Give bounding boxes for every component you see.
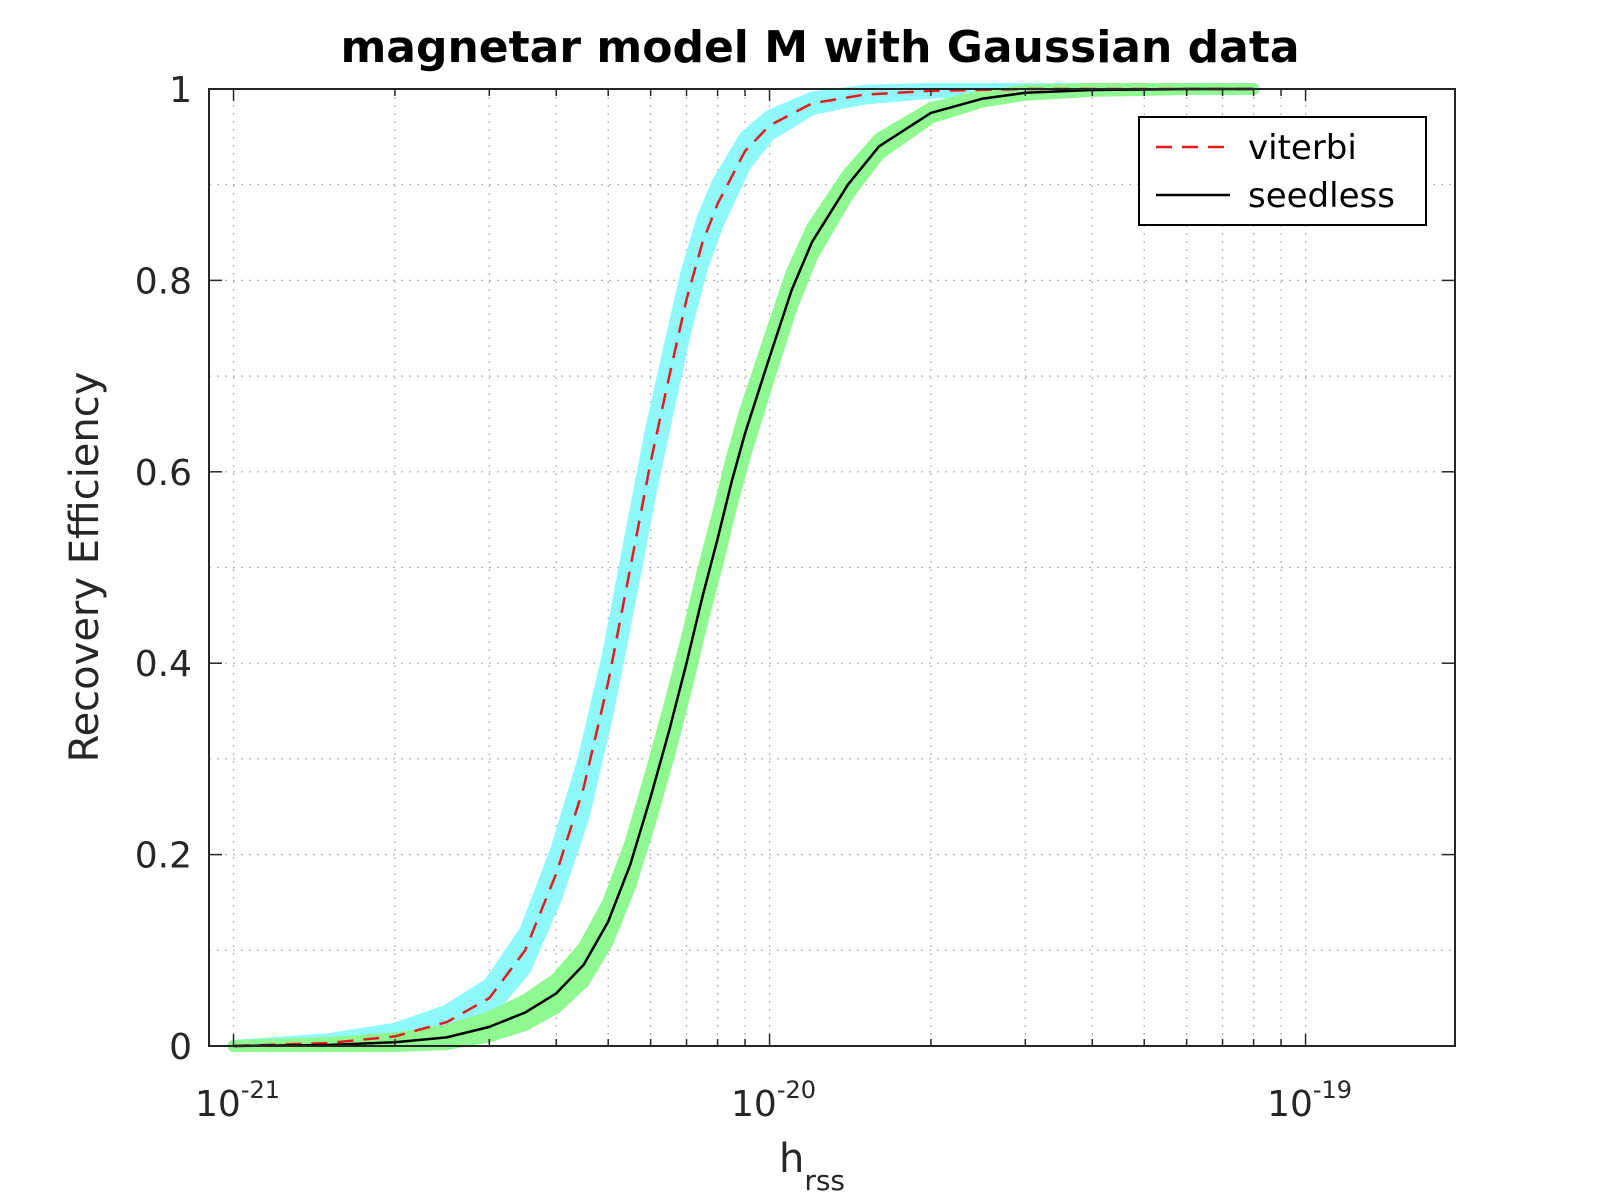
y-tick-label: 1 xyxy=(169,70,192,111)
y-tick-label: 0.8 xyxy=(135,261,192,302)
chart-title: magnetar model M with Gaussian data xyxy=(340,22,1299,73)
legend: viterbi seedless xyxy=(1138,116,1427,226)
x-axis-label: hrss xyxy=(779,1136,845,1197)
x-tick-label-exponent: -19 xyxy=(1313,1076,1352,1104)
y-tick-label: 0.4 xyxy=(135,644,192,685)
plot-area xyxy=(209,89,1455,1046)
x-axis-label-main: h xyxy=(779,1136,804,1182)
legend-label-viterbi: viterbi xyxy=(1248,128,1357,168)
x-tick-label-exponent: -20 xyxy=(777,1076,816,1104)
legend-box xyxy=(1138,116,1427,226)
y-tick-label: 0.2 xyxy=(135,836,192,877)
x-tick-label: 10-21 xyxy=(195,1076,280,1125)
x-tick-label-base: 10 xyxy=(731,1084,777,1125)
x-tick-label-base: 10 xyxy=(1267,1084,1313,1125)
x-tick-label-exponent: -21 xyxy=(241,1076,280,1104)
x-tick-label-base: 10 xyxy=(195,1084,241,1125)
plot-frame xyxy=(208,88,1456,1047)
y-tick-label: 0.6 xyxy=(135,453,192,494)
x-tick-label: 10-20 xyxy=(731,1076,816,1125)
series-lines xyxy=(233,87,1254,1048)
x-axis-label-subscript: rss xyxy=(804,1164,845,1197)
x-tick-label: 10-19 xyxy=(1267,1076,1352,1125)
line-seedless xyxy=(233,87,1254,1048)
line-viterbi xyxy=(233,87,1254,1048)
y-axis-label: Recovery Efficiency xyxy=(62,372,108,763)
y-tick-label: 0 xyxy=(169,1027,192,1068)
legend-label-seedless: seedless xyxy=(1248,176,1395,216)
